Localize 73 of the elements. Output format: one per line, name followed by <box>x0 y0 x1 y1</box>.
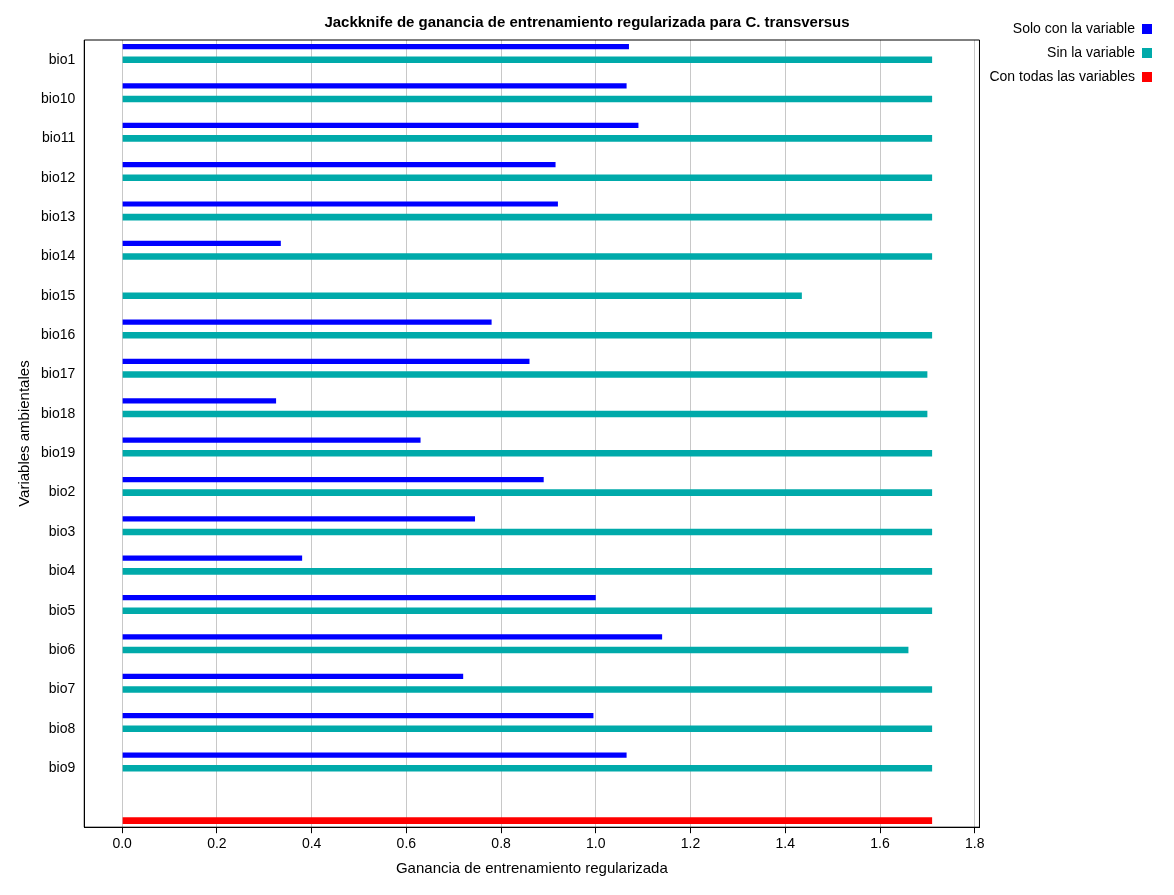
bar <box>122 725 933 733</box>
chart-title: Jackknife de ganancia de entrenamiento regularizada para C. transversus <box>324 13 850 31</box>
y-tick-label: bio10 <box>40 89 76 106</box>
bar <box>122 686 933 693</box>
y-tick-label: bio6 <box>48 640 76 657</box>
legend-label: Solo con la variable <box>1012 19 1136 36</box>
legend-label: Sin la variable <box>1047 43 1136 60</box>
x-tick-label: 0.6 <box>396 835 417 852</box>
y-tick-label: bio5 <box>48 601 76 618</box>
bar <box>122 201 558 207</box>
y-tick-label: bio13 <box>40 207 76 224</box>
bar <box>122 319 492 325</box>
x-tick-label: 0.4 <box>301 835 322 852</box>
bar <box>122 476 544 483</box>
x-tick-label: 1.6 <box>870 835 890 852</box>
y-tick-label: bio11 <box>42 129 76 146</box>
bar <box>122 213 933 221</box>
bar <box>122 135 933 142</box>
x-tick-label: 1.0 <box>586 835 606 852</box>
bar <box>122 371 928 378</box>
bar <box>122 713 594 719</box>
bar <box>122 646 909 654</box>
legend-label: Con todas las variables <box>989 67 1135 84</box>
bar <box>122 95 933 103</box>
y-tick-label: bio2 <box>48 483 76 500</box>
y-tick-label: bio1 <box>48 50 76 67</box>
y-tick-label: bio19 <box>40 444 76 461</box>
bar <box>122 437 421 443</box>
bar <box>122 594 596 601</box>
x-tick-label: 1.2 <box>680 835 701 852</box>
bar <box>122 568 933 575</box>
y-tick-label: bio16 <box>40 326 76 343</box>
bar <box>122 555 303 561</box>
bar <box>122 292 802 300</box>
bar <box>122 634 663 640</box>
bar <box>122 162 556 168</box>
y-axis-title: Variables ambientales <box>15 360 33 507</box>
y-tick-label: bio18 <box>40 404 76 421</box>
bar <box>122 43 629 50</box>
bar <box>122 358 530 365</box>
x-tick-label: 1.8 <box>965 835 985 852</box>
y-tick-label: bio3 <box>48 522 76 539</box>
bar <box>122 516 476 522</box>
bar <box>122 240 281 246</box>
bar <box>122 528 933 536</box>
bar <box>122 764 933 772</box>
bar <box>122 56 933 63</box>
bar <box>122 331 933 339</box>
bar <box>122 410 928 418</box>
bar <box>122 398 277 404</box>
bar <box>122 817 933 824</box>
bar <box>122 607 933 614</box>
y-tick-label: bio8 <box>48 719 76 736</box>
y-tick-label: bio12 <box>40 168 76 185</box>
y-tick-label: bio15 <box>40 286 76 303</box>
x-axis-title: Ganancia de entrenamiento regularizada <box>395 859 669 877</box>
bar <box>122 122 639 128</box>
bar <box>122 83 627 89</box>
bar <box>122 673 464 679</box>
x-tick-label: 0.8 <box>491 835 512 852</box>
bar <box>122 450 933 457</box>
y-tick-label: bio17 <box>40 365 76 382</box>
x-tick-label: 0.2 <box>207 835 227 852</box>
y-tick-label: bio4 <box>48 562 76 579</box>
y-tick-label: bio14 <box>40 247 76 264</box>
x-tick-label: 1.4 <box>775 835 796 852</box>
bar <box>122 489 933 496</box>
y-tick-label: bio7 <box>48 680 76 697</box>
bar <box>122 752 627 758</box>
bar <box>122 174 933 182</box>
bar <box>122 253 933 260</box>
x-tick-label: 0.0 <box>112 835 133 852</box>
y-tick-label: bio9 <box>48 759 76 776</box>
